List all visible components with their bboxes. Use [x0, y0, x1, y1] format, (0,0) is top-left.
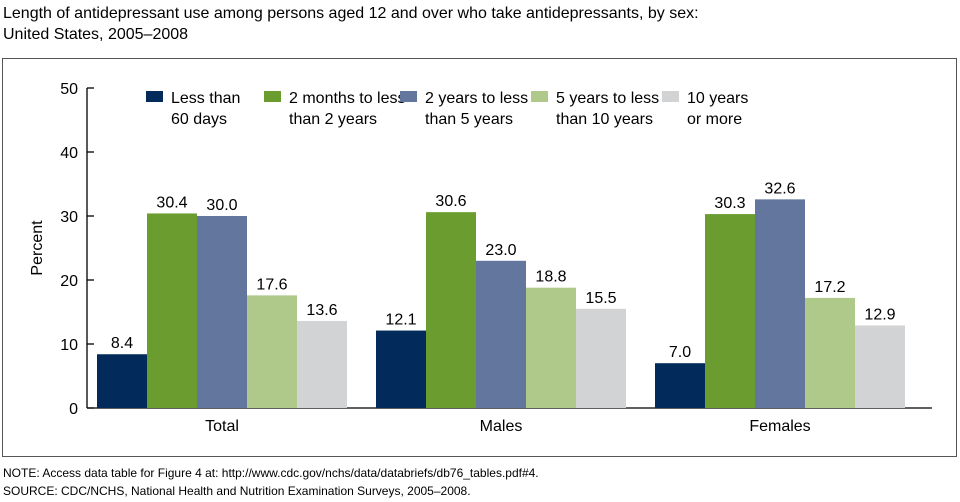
bar	[97, 354, 147, 408]
x-tick-label: Males	[480, 418, 523, 435]
data-label: 8.4	[111, 335, 133, 352]
data-label: 32.6	[764, 180, 795, 197]
legend-label: than 5 years	[425, 111, 513, 128]
legend-swatch	[662, 91, 679, 102]
legend-swatch	[531, 91, 548, 102]
bar	[247, 295, 297, 408]
y-tick-label: 10	[60, 337, 78, 354]
bar	[805, 297, 855, 408]
bar	[755, 199, 805, 408]
x-tick-label: Females	[749, 418, 810, 435]
bar	[855, 325, 905, 408]
bar	[197, 216, 247, 408]
data-label: 30.3	[714, 195, 745, 212]
title-line-1: Length of antidepressant use among perso…	[3, 5, 699, 22]
legend-swatch	[264, 91, 281, 102]
bar	[705, 214, 755, 408]
chart-title: Length of antidepressant use among perso…	[3, 3, 699, 45]
chart-frame	[2, 58, 957, 457]
data-label: 18.8	[535, 269, 566, 286]
data-label: 12.1	[385, 312, 416, 329]
bar	[376, 330, 426, 408]
y-tick-label: 20	[60, 273, 78, 290]
legend-swatch	[146, 91, 163, 102]
data-label: 15.5	[585, 290, 616, 307]
title-line-2: United States, 2005–2008	[3, 26, 189, 43]
legend-label: or more	[687, 111, 742, 128]
note-text: NOTE: Access data table for Figure 4 at:…	[3, 466, 539, 480]
legend-label: 2 months to less	[289, 90, 406, 107]
x-tick-label: Total	[205, 418, 239, 435]
bar	[576, 308, 626, 408]
data-label: 23.0	[485, 242, 516, 259]
y-tick-label: 50	[60, 81, 78, 98]
bar	[426, 212, 476, 408]
data-label: 30.6	[435, 193, 466, 210]
data-label: 12.9	[864, 306, 895, 323]
bar	[476, 260, 526, 408]
data-label: 17.6	[256, 276, 287, 293]
legend-swatch	[400, 91, 417, 102]
y-tick-label: 0	[69, 401, 78, 418]
bar	[655, 363, 705, 408]
data-label: 13.6	[306, 302, 337, 319]
legend-label: than 10 years	[556, 111, 653, 128]
data-label: 17.2	[814, 279, 845, 296]
y-tick-label: 30	[60, 209, 78, 226]
data-label: 30.0	[206, 197, 237, 214]
y-axis-label: Percent	[29, 220, 46, 276]
y-tick-label: 40	[60, 145, 78, 162]
source-text: SOURCE: CDC/NCHS, National Health and Nu…	[3, 484, 471, 498]
data-label: 30.4	[156, 194, 187, 211]
legend-label: 10 years	[687, 90, 748, 107]
legend-label: 5 years to less	[556, 90, 659, 107]
legend-label: than 2 years	[289, 111, 377, 128]
legend-label: 2 years to less	[425, 90, 528, 107]
bar	[526, 287, 576, 408]
bar	[147, 213, 197, 408]
legend-label: Less than	[171, 90, 240, 107]
bar	[297, 320, 347, 408]
data-label: 7.0	[669, 344, 691, 361]
legend-label: 60 days	[171, 111, 227, 128]
